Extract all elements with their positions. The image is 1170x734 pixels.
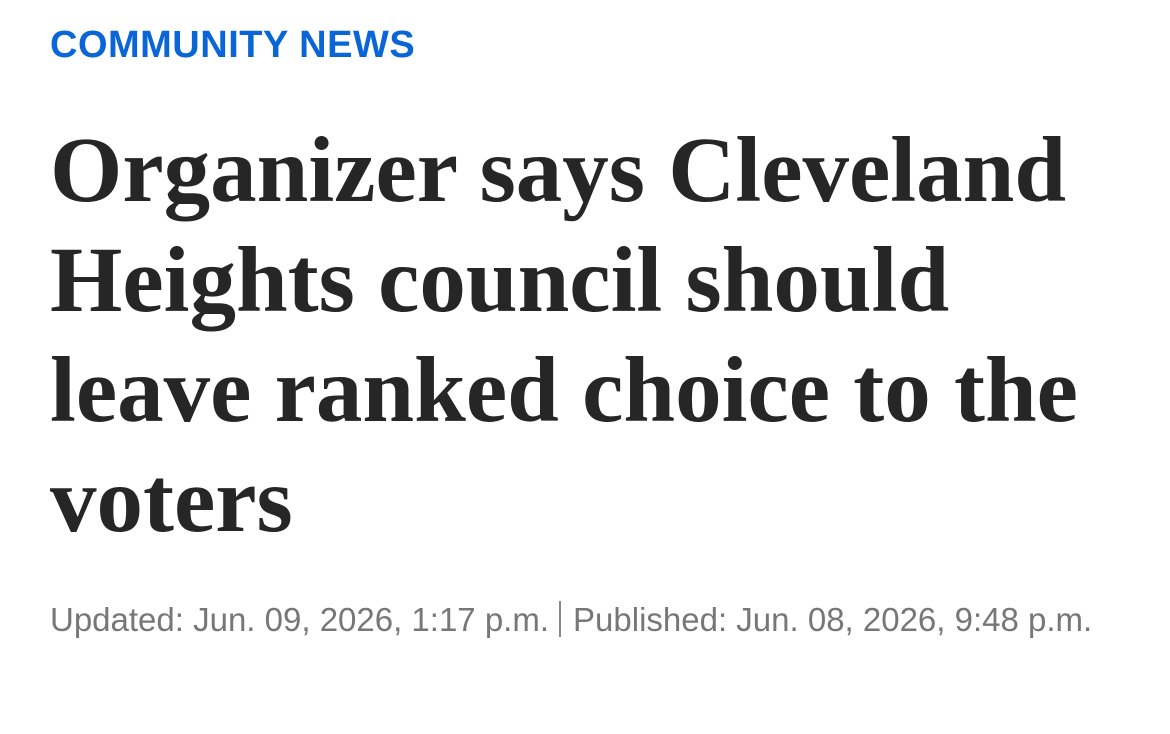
timestamps: Updated: Jun. 09, 2026, 1:17 p.m. Publish… <box>50 594 1110 646</box>
published-date: Published: Jun. 08, 2026, 9:48 p.m. <box>573 601 1093 638</box>
headline: Organizer says Cleveland Heights council… <box>50 119 1078 552</box>
separator <box>559 601 562 637</box>
updated-date: Updated: Jun. 09, 2026, 1:17 p.m. <box>50 601 550 638</box>
section-label[interactable]: COMMUNITY NEWS <box>50 24 416 66</box>
